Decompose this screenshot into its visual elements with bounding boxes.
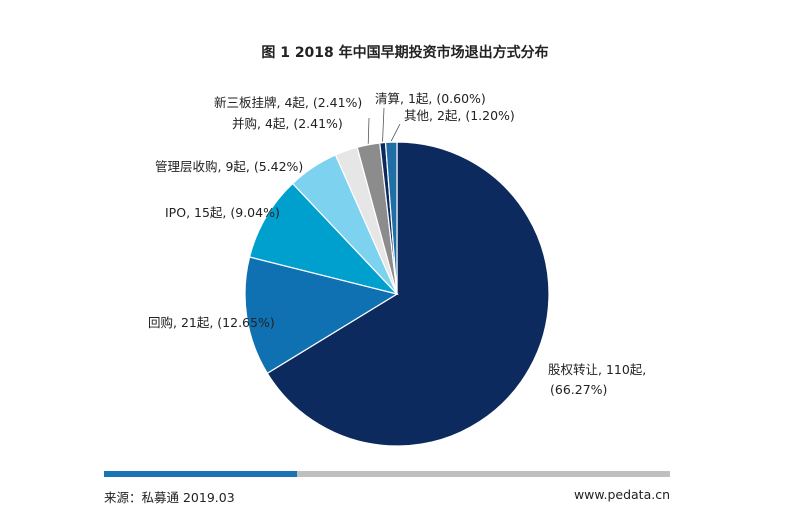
footer-rule: [297, 471, 670, 477]
leader-lines: [367, 107, 401, 144]
website-link[interactable]: www.pedata.cn: [573, 487, 670, 502]
pie-slices: [244, 141, 550, 447]
leader-line-7: [390, 123, 401, 142]
slice-label-6: 清算, 1起, (0.60%): [375, 91, 486, 106]
slice-label-2: IPO, 15起, (9.04%): [165, 205, 280, 220]
chart-title: 图 1 2018 年中国早期投资市场退出方式分布: [261, 45, 549, 61]
pie-slice-0: [266, 141, 550, 447]
slice-label-7: 其他, 2起, (1.20%): [404, 108, 515, 123]
pie-slice-2: [248, 182, 399, 296]
leader-line-5: [367, 117, 370, 144]
slice-label-5: 新三板挂牌, 4起, (2.41%): [214, 95, 362, 110]
pie-slice-7: [384, 141, 398, 295]
slice-label-1: 回购, 21起, (12.65%): [148, 315, 275, 330]
leader-line-6: [382, 107, 385, 142]
slice-label-0: 股权转让, 110起,: [548, 362, 646, 377]
slice-label-4: 并购, 4起, (2.41%): [232, 116, 343, 131]
slice-label-3: 管理层收购, 9起, (5.42%): [155, 159, 303, 174]
pie-slice-1: [244, 256, 399, 375]
slice-labels: 股权转让, 110起, (66.27%) 回购, 21起, (12.65%) IPO,…: [148, 91, 646, 397]
slice-label-0-percent: (66.27%): [550, 382, 607, 397]
source-note: 来源：私募通 2019.03: [104, 490, 235, 505]
footer-accent-bar: [104, 471, 297, 477]
